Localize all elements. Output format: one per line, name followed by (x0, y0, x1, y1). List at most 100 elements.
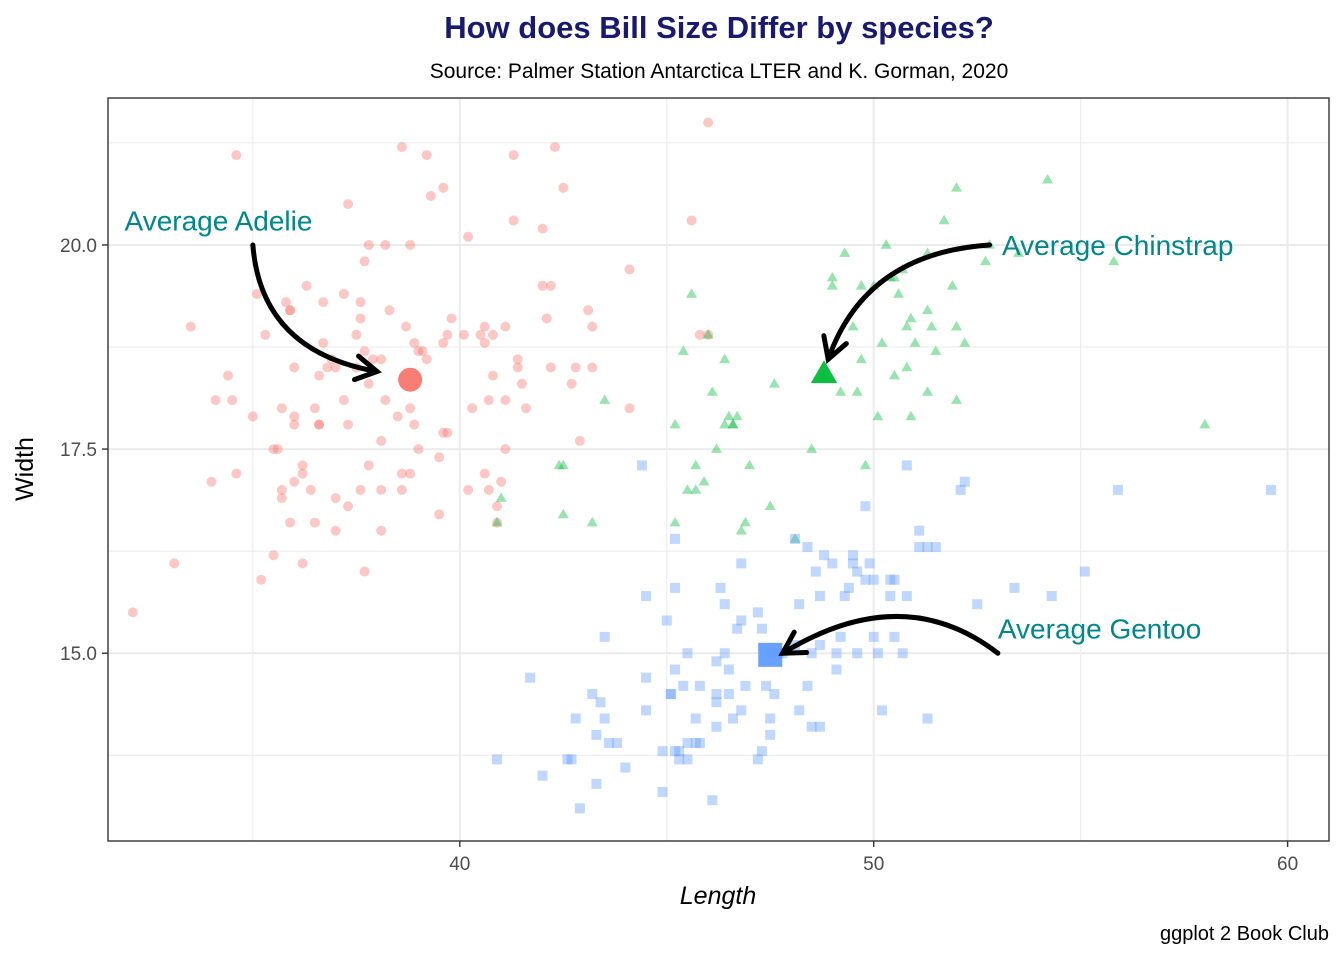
data-point (950, 394, 962, 404)
data-point (405, 403, 416, 414)
data-point (185, 321, 196, 332)
data-point (1079, 566, 1090, 577)
data-point (483, 395, 494, 406)
data-point (367, 354, 378, 365)
data-point (835, 631, 846, 642)
data-point (835, 386, 847, 396)
data-point (922, 542, 933, 553)
data-point (599, 713, 610, 724)
data-point (483, 484, 494, 495)
data-point (442, 329, 453, 340)
data-point (434, 509, 445, 520)
data-point (657, 787, 668, 798)
data-point (330, 493, 341, 504)
data-point (309, 517, 320, 528)
data-point (363, 239, 374, 250)
data-point (285, 305, 296, 316)
data-point (463, 484, 474, 495)
data-point (670, 664, 681, 675)
data-point (289, 419, 300, 430)
data-point (831, 664, 842, 675)
data-point (479, 468, 490, 479)
data-point (888, 369, 900, 380)
data-point (405, 468, 416, 479)
data-point (806, 721, 817, 732)
data-point (806, 648, 817, 659)
data-point (694, 680, 705, 691)
data-point (1108, 255, 1120, 266)
x-tick-label: 40 (449, 854, 470, 875)
data-point (806, 443, 818, 453)
data-point (384, 305, 395, 316)
data-point (500, 321, 511, 332)
grid (108, 98, 1329, 841)
data-point (914, 542, 925, 553)
data-point (521, 403, 532, 414)
data-point (707, 795, 718, 806)
data-point (839, 591, 850, 602)
data-point (276, 484, 287, 495)
data-point (297, 468, 308, 479)
data-point (231, 150, 242, 161)
data-point (583, 305, 594, 316)
data-point (487, 370, 498, 381)
data-point (860, 501, 871, 512)
data-point (338, 395, 349, 406)
data-point (872, 648, 883, 659)
data-point (396, 141, 407, 152)
data-point (670, 533, 681, 544)
data-point (587, 362, 598, 373)
data-point (376, 354, 387, 365)
data-point (467, 403, 478, 414)
data-point (826, 280, 838, 290)
data-point (802, 542, 813, 553)
data-point (690, 738, 701, 749)
data-point (790, 533, 801, 544)
plot-panel (108, 98, 1329, 841)
data-point (682, 648, 693, 659)
data-point (434, 452, 445, 463)
data-point (761, 680, 772, 691)
data-point (314, 419, 325, 430)
average-markers (398, 360, 838, 667)
data-point (500, 395, 511, 406)
data-point (314, 370, 325, 381)
data-point (814, 591, 825, 602)
average-marker-adelie (398, 367, 423, 392)
caption: ggplot 2 Book Club (1160, 923, 1329, 945)
data-point (723, 410, 735, 421)
data-point (343, 199, 354, 210)
data-point (880, 239, 892, 249)
data-point (972, 599, 983, 610)
data-point (736, 558, 747, 569)
data-point (475, 329, 486, 340)
data-point (574, 435, 585, 446)
annotation-arrow (825, 242, 993, 362)
data-point (727, 713, 738, 724)
data-point (508, 215, 519, 226)
data-point (479, 337, 490, 348)
data-point (814, 640, 825, 651)
data-points (127, 117, 1277, 814)
data-point (669, 516, 681, 527)
data-point (694, 329, 705, 340)
average-marker-chinstrap (810, 360, 838, 384)
data-point (421, 150, 432, 161)
data-point (566, 378, 577, 389)
data-point (710, 443, 722, 453)
data-point (512, 362, 523, 373)
data-point (380, 239, 391, 250)
data-point (409, 337, 420, 348)
data-point (657, 746, 668, 757)
series-gentoo (492, 460, 1277, 814)
data-point (732, 623, 743, 634)
data-point (1013, 247, 1025, 257)
data-point (587, 321, 598, 332)
data-point (343, 419, 354, 430)
annotation-arrow (250, 242, 380, 375)
data-point (355, 484, 366, 495)
data-point (603, 738, 614, 749)
data-point (641, 591, 652, 602)
data-point (438, 427, 449, 438)
